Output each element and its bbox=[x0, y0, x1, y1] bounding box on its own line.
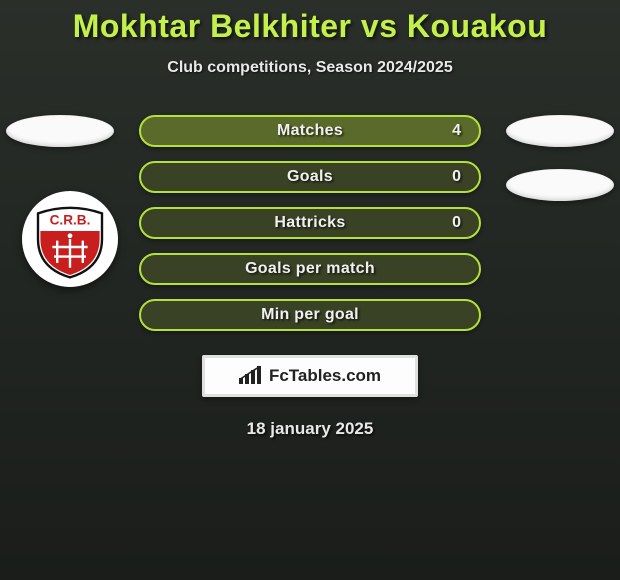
crb-shield-icon: C.R.B. bbox=[30, 199, 110, 279]
stat-label: Goals per match bbox=[245, 260, 375, 278]
stat-rows: Matches 4 Goals 0 Hattricks 0 Goals per … bbox=[139, 115, 481, 331]
stat-label: Min per goal bbox=[261, 306, 359, 324]
stats-area: C.R.B. Matches 4 Goals 0 Hattricks 0 Goa… bbox=[0, 115, 620, 439]
stat-row-matches: Matches 4 bbox=[139, 115, 481, 147]
brand-text: FcTables.com bbox=[269, 366, 381, 386]
stat-value: 0 bbox=[452, 168, 461, 186]
bar-chart-icon bbox=[239, 366, 263, 386]
stat-value: 0 bbox=[452, 214, 461, 232]
stat-label: Matches bbox=[277, 122, 343, 140]
player-avatar-right bbox=[506, 115, 614, 147]
date-label: 18 january 2025 bbox=[0, 419, 620, 439]
club-avatar-right bbox=[506, 169, 614, 201]
stat-row-hattricks: Hattricks 0 bbox=[139, 207, 481, 239]
stat-label: Hattricks bbox=[274, 214, 345, 232]
page-title: Mokhtar Belkhiter vs Kouakou bbox=[0, 0, 620, 45]
club-badge-left: C.R.B. bbox=[22, 191, 118, 287]
stat-row-goals: Goals 0 bbox=[139, 161, 481, 193]
subtitle: Club competitions, Season 2024/2025 bbox=[0, 59, 620, 77]
player-avatar-left bbox=[6, 115, 114, 147]
stat-label: Goals bbox=[287, 168, 333, 186]
stat-row-mpg: Min per goal bbox=[139, 299, 481, 331]
svg-text:C.R.B.: C.R.B. bbox=[50, 213, 91, 228]
stat-row-gpm: Goals per match bbox=[139, 253, 481, 285]
brand-box[interactable]: FcTables.com bbox=[202, 355, 418, 397]
stat-value: 4 bbox=[452, 122, 461, 140]
